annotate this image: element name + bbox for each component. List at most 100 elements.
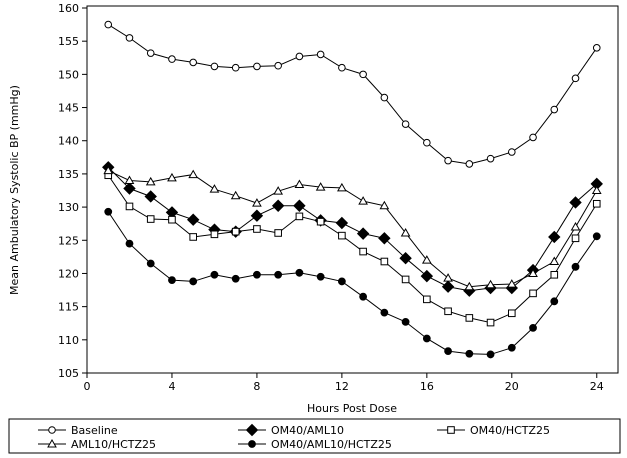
y-tick-label: 155 <box>58 35 79 48</box>
data-point <box>253 225 261 233</box>
data-point <box>125 34 134 42</box>
data-point <box>273 186 284 195</box>
data-point <box>188 169 199 179</box>
data-point <box>146 215 155 223</box>
data-point <box>571 74 580 83</box>
legend-marker <box>245 423 259 437</box>
legend-label: Baseline <box>71 424 118 437</box>
data-point <box>168 276 176 284</box>
data-point <box>485 279 496 289</box>
data-point <box>548 230 561 244</box>
data-point <box>146 49 155 57</box>
data-point <box>506 279 517 288</box>
data-point <box>125 239 134 248</box>
legend-box <box>8 418 621 454</box>
x-tick-label: 8 <box>253 380 260 393</box>
data-point <box>399 251 412 265</box>
data-point <box>231 63 240 72</box>
data-point <box>125 202 134 211</box>
y-tick-label: 160 <box>58 2 79 15</box>
legend-label: OM40/AML10/HCTZ25 <box>271 438 392 451</box>
data-point <box>337 277 346 286</box>
series-layer <box>102 20 603 359</box>
legend-item: Baseline <box>38 424 118 437</box>
data-point <box>528 268 538 277</box>
data-point <box>274 61 282 70</box>
data-point <box>379 200 390 210</box>
y-tick-label: 125 <box>58 234 79 247</box>
legend-item: OM40/AML10/HCTZ25 <box>238 438 392 451</box>
data-point <box>186 213 200 226</box>
data-point <box>210 62 219 71</box>
y-tick-label: 115 <box>58 301 79 314</box>
data-point <box>253 62 261 71</box>
y-tick-label: 120 <box>58 267 79 280</box>
legend-marker <box>447 426 455 434</box>
data-point <box>250 209 264 222</box>
data-point <box>356 227 370 240</box>
legend: Baseline OM40/AML10 OM40/HCTZ25 AML10/HCTZ2… <box>38 423 550 451</box>
data-point <box>549 256 560 266</box>
data-point <box>550 297 559 306</box>
data-point <box>338 63 346 72</box>
x-tick-label: 12 <box>335 380 349 393</box>
data-point <box>209 184 220 193</box>
x-axis-label: Hours Post Dose <box>307 402 397 415</box>
data-point <box>168 215 176 224</box>
data-point <box>167 172 177 182</box>
x-tick-label: 0 <box>84 380 91 393</box>
data-point <box>103 165 114 175</box>
data-point <box>570 221 581 231</box>
data-point <box>316 50 325 59</box>
data-point <box>231 227 240 236</box>
legend-marker <box>248 440 256 448</box>
y-tick-label: 135 <box>58 168 79 181</box>
data-point <box>380 308 389 317</box>
legend-label: OM40/HCTZ25 <box>470 424 550 437</box>
data-point <box>104 20 113 29</box>
data-point <box>529 133 537 142</box>
data-point <box>189 277 198 286</box>
data-point <box>486 154 495 163</box>
data-point <box>401 318 410 326</box>
data-point <box>294 179 305 189</box>
data-point <box>123 182 136 195</box>
data-point <box>591 185 602 194</box>
x-tick-label: 16 <box>420 380 434 393</box>
data-point <box>420 269 434 283</box>
data-point <box>508 148 516 156</box>
series-line <box>107 24 598 165</box>
data-point <box>569 196 582 209</box>
data-point <box>378 232 391 245</box>
y-tick-label: 140 <box>58 135 79 148</box>
x-tick-label: 20 <box>505 380 519 393</box>
data-point <box>359 247 367 256</box>
data-point <box>401 275 410 284</box>
data-point <box>486 318 495 327</box>
data-point <box>338 231 346 240</box>
data-point <box>315 182 326 191</box>
data-point <box>486 350 495 359</box>
data-point <box>274 270 283 279</box>
y-tick-label: 130 <box>58 201 79 214</box>
series-4 <box>104 207 601 359</box>
data-point <box>293 199 306 212</box>
data-point <box>508 309 516 318</box>
data-point <box>230 190 241 200</box>
data-point <box>316 272 325 281</box>
data-point <box>231 274 240 283</box>
data-point <box>252 198 262 207</box>
data-point <box>423 295 431 304</box>
data-point <box>592 232 601 241</box>
data-point <box>359 70 367 79</box>
data-point <box>380 257 389 266</box>
data-point <box>401 120 410 128</box>
data-point <box>465 349 474 358</box>
data-point <box>295 52 304 61</box>
data-point <box>465 314 474 322</box>
data-point <box>124 175 135 185</box>
series-line <box>107 174 598 324</box>
x-axis: 0 4 8 12 16 20 24 <box>84 373 604 393</box>
data-point <box>400 227 411 237</box>
